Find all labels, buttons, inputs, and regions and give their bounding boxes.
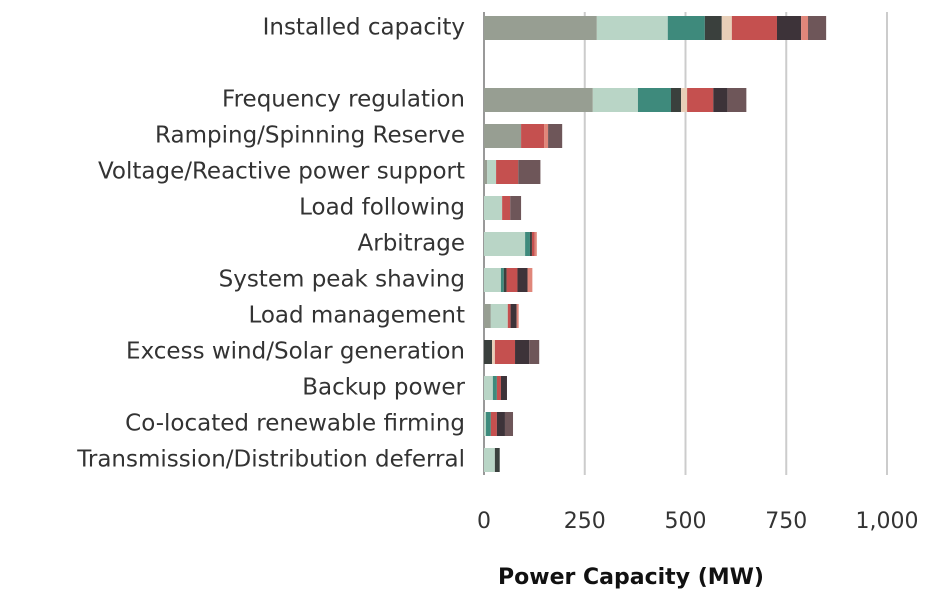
bar-segment [517, 268, 528, 292]
bar-segment [527, 268, 533, 292]
bar-segment [518, 160, 541, 184]
bar-segment [637, 88, 671, 112]
bar-segment [484, 376, 493, 400]
bar-segment [500, 376, 507, 400]
y-tick-label: Arbitrage [358, 231, 466, 257]
bar-segment [667, 16, 705, 40]
x-tick-label: 1,000 [856, 509, 919, 534]
y-tick-label: Co-located renewable firming [125, 411, 465, 437]
bar-segment [504, 412, 514, 436]
x-tick-label: 500 [665, 509, 707, 534]
bar-segment [496, 160, 519, 184]
y-tick-label: Load management [248, 303, 465, 329]
bar-segment [484, 196, 503, 220]
bar-segment [484, 232, 526, 256]
bar-segment [490, 412, 497, 436]
bar-segment [490, 304, 508, 328]
bar-segment [486, 412, 491, 436]
y-tick-label: Frequency regulation [222, 87, 465, 113]
bar-segment [484, 16, 597, 40]
bar-segment [521, 124, 545, 148]
bar-segment [510, 196, 522, 220]
bar-segment [484, 448, 495, 472]
x-tick-label: 0 [477, 509, 491, 534]
bar-segment [502, 196, 511, 220]
y-tick-label: System peak shaving [219, 267, 465, 293]
bar-segment [484, 412, 487, 436]
bar-segment [484, 340, 493, 364]
bar-segment [484, 124, 522, 148]
bar-segment [496, 376, 501, 400]
y-tick-label: Load following [299, 195, 465, 221]
y-tick-label: Backup power [302, 375, 465, 401]
y-tick-label: Voltage/Reactive power support [98, 159, 465, 185]
bar-segment [507, 304, 511, 328]
bar-segment [494, 340, 516, 364]
bar-segment [484, 88, 593, 112]
y-tick-label: Transmission/Distribution deferral [76, 447, 465, 473]
bar-segment [515, 340, 530, 364]
bar-segment [596, 16, 668, 40]
bar-segment [727, 88, 747, 112]
bar-segment [529, 232, 532, 256]
bar-segment [500, 268, 504, 292]
bar-segment [776, 16, 802, 40]
bar-segment [484, 304, 491, 328]
bar-segment [548, 124, 563, 148]
bar-segment [681, 88, 688, 112]
bar-segment [731, 16, 777, 40]
x-tick-label: 250 [564, 509, 606, 534]
bar-segment [494, 448, 500, 472]
bar-segment [670, 88, 682, 112]
bar-segment [510, 304, 517, 328]
bar-segment [484, 160, 488, 184]
bar-segment [534, 232, 537, 256]
bar-segment [487, 160, 497, 184]
bar-segment [506, 268, 518, 292]
bar-segment [801, 16, 809, 40]
bar-segment [704, 16, 722, 40]
bar-segment [713, 88, 728, 112]
bar-segment [496, 412, 505, 436]
bar-segment [721, 16, 732, 40]
bar-segment [492, 376, 497, 400]
x-tick-label: 750 [765, 509, 807, 534]
bar-segment [492, 340, 495, 364]
bar-segment [687, 88, 714, 112]
bar-segment [592, 88, 638, 112]
bar-segment [484, 268, 501, 292]
bar-segment [808, 16, 827, 40]
bar-segment [525, 232, 530, 256]
bar-segment [531, 232, 535, 256]
bar-segment [529, 340, 540, 364]
bar-segment [516, 304, 519, 328]
bar-segment [503, 268, 507, 292]
y-tick-label: Installed capacity [263, 15, 465, 41]
bar-segment [544, 124, 549, 148]
x-axis-label: Power Capacity (MW) [498, 565, 764, 590]
y-tick-label: Ramping/Spinning Reserve [155, 123, 465, 149]
y-tick-label: Excess wind/Solar generation [126, 339, 465, 365]
